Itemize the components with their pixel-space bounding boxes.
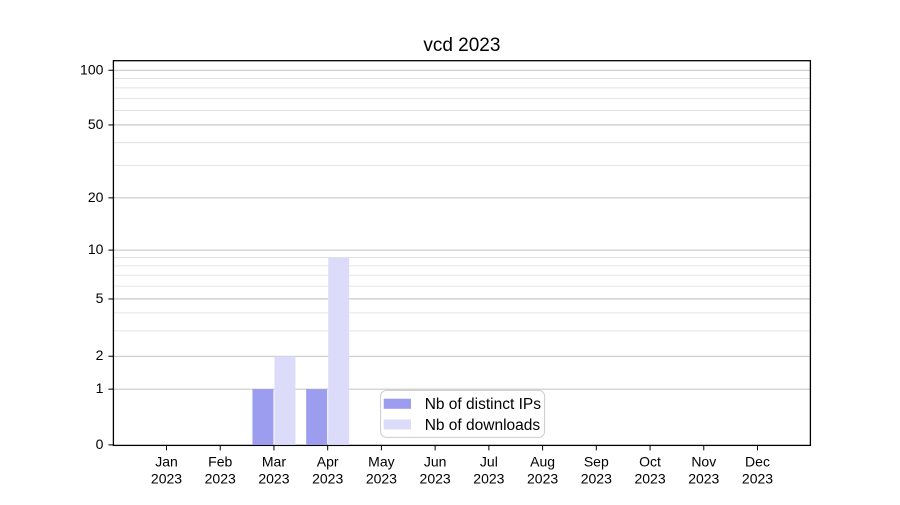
svg-text:Nb of downloads: Nb of downloads	[425, 417, 541, 434]
svg-text:1: 1	[96, 380, 104, 396]
svg-text:20: 20	[88, 189, 104, 205]
svg-text:2: 2	[96, 347, 104, 363]
svg-text:Jun: Jun	[424, 453, 447, 469]
svg-text:Sep: Sep	[584, 453, 609, 469]
svg-text:50: 50	[88, 116, 104, 132]
svg-text:Oct: Oct	[639, 453, 661, 469]
svg-text:2023: 2023	[151, 470, 182, 486]
svg-text:2023: 2023	[312, 470, 343, 486]
svg-text:2023: 2023	[742, 470, 773, 486]
svg-text:100: 100	[80, 61, 104, 77]
svg-text:Aug: Aug	[530, 453, 555, 469]
svg-text:Feb: Feb	[208, 453, 232, 469]
svg-text:2023: 2023	[258, 470, 289, 486]
svg-text:2023: 2023	[634, 470, 665, 486]
svg-text:0: 0	[96, 436, 104, 452]
svg-text:Mar: Mar	[262, 453, 286, 469]
svg-text:2023: 2023	[473, 470, 504, 486]
svg-text:May: May	[368, 453, 394, 469]
svg-text:Jan: Jan	[155, 453, 178, 469]
svg-text:Nb of distinct IPs: Nb of distinct IPs	[425, 396, 542, 413]
svg-text:2023: 2023	[366, 470, 397, 486]
svg-text:2023: 2023	[688, 470, 719, 486]
svg-text:2023: 2023	[420, 470, 451, 486]
svg-text:2023: 2023	[205, 470, 236, 486]
svg-text:2023: 2023	[581, 470, 612, 486]
svg-text:10: 10	[88, 241, 104, 257]
svg-text:Nov: Nov	[691, 453, 716, 469]
svg-text:5: 5	[96, 290, 104, 306]
svg-text:Dec: Dec	[745, 453, 770, 469]
svg-text:vcd 2023: vcd 2023	[423, 35, 500, 56]
svg-text:Apr: Apr	[317, 453, 339, 469]
svg-text:2023: 2023	[527, 470, 558, 486]
svg-text:Jul: Jul	[480, 453, 498, 469]
